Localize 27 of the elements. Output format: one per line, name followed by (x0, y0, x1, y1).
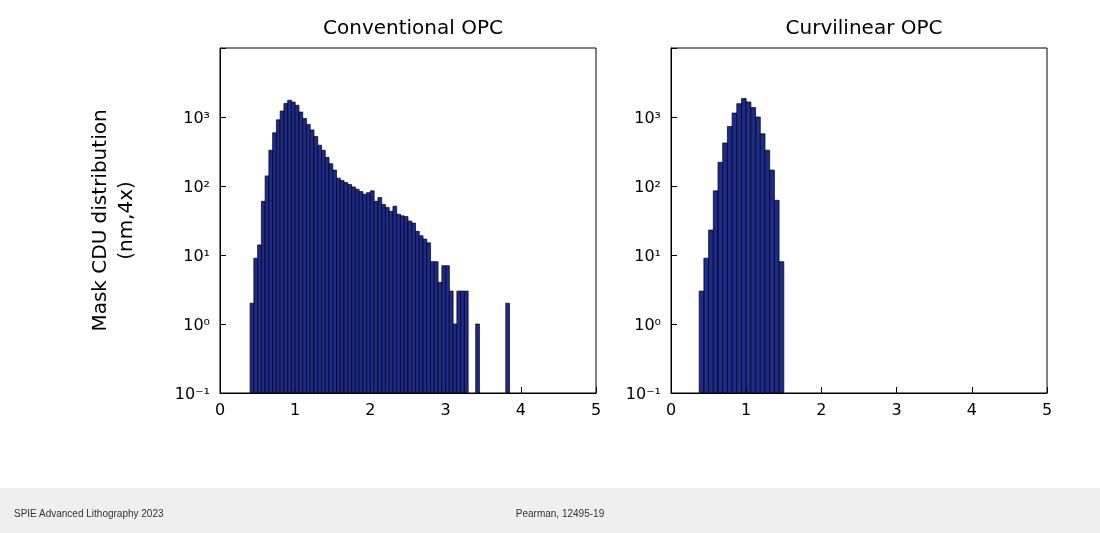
x-tick-label: 3 (440, 399, 451, 419)
text: SPIE Advanced Lithography 2023 (14, 508, 164, 519)
x-tick-label: 1 (290, 399, 301, 419)
y-tick-label: 10¹ (634, 245, 661, 265)
chart-title: Curvilinear OPC (785, 15, 943, 39)
y-tick-label: 10⁻¹ (174, 383, 210, 403)
x-tick-label: 2 (816, 399, 827, 419)
x-tick-label: 0 (665, 399, 677, 419)
y-tick-label: 10⁰ (634, 314, 661, 334)
y-axis-title: Mask CDU distribution (nm,4x) (87, 109, 137, 332)
x-tick-label: 0 (214, 399, 226, 419)
y-tick-label: 10⁰ (183, 314, 210, 334)
x-tick-label: 5 (590, 399, 602, 419)
x-tick-label: 3 (891, 399, 902, 419)
x-tick-label: 4 (515, 399, 526, 419)
y-tick-label: 10³ (183, 107, 210, 127)
y-tick-label: 10¹ (183, 245, 210, 265)
y-tick-label: 10² (183, 176, 210, 196)
x-tick-label: 2 (365, 399, 376, 419)
x-tick-label: 5 (1041, 399, 1053, 419)
x-tick-label: 1 (741, 399, 752, 419)
y-tick-label: 10³ (634, 107, 661, 127)
x-tick-label: 4 (966, 399, 977, 419)
chart-title: Conventional OPC (323, 15, 503, 39)
y-tick-label: 10² (634, 176, 661, 196)
y-tick-label: 10⁻¹ (625, 383, 661, 403)
text: Pearman, 12495-19 (515, 508, 605, 519)
